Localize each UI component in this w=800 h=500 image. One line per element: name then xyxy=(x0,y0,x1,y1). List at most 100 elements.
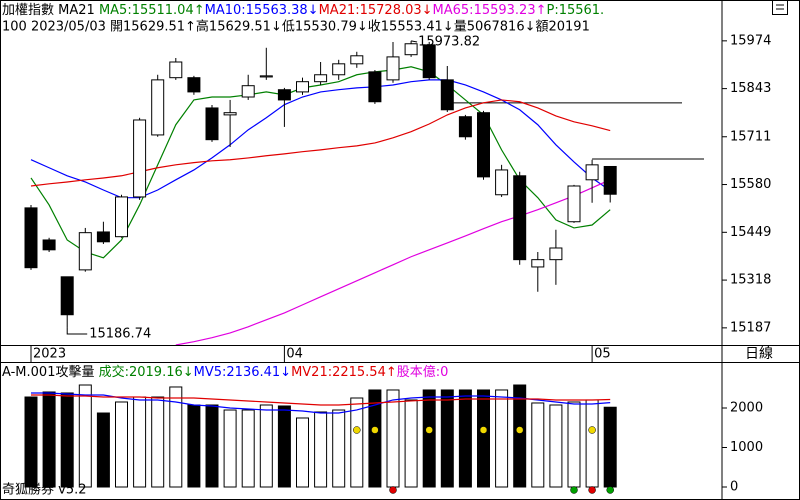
signal-dot xyxy=(371,426,379,434)
y-tick-label: 15187 xyxy=(730,320,771,335)
candle-body xyxy=(115,196,128,238)
header-segment: MA10:15563.38↓ xyxy=(205,3,319,18)
headers: 加權指數 MA21 MA5:15511.04↑MA10:15563.38↓MA2… xyxy=(2,3,604,380)
header-segment: MA21:15728.03↓ xyxy=(319,3,433,18)
candle-body xyxy=(350,55,364,65)
header-segment: MV21:2215.54↑ xyxy=(291,365,397,380)
volume-bar xyxy=(386,389,400,488)
candle-body xyxy=(567,185,581,223)
ma-line xyxy=(30,99,611,187)
candle-body xyxy=(513,175,527,261)
candle-body xyxy=(277,89,291,101)
signal-dot xyxy=(479,426,488,434)
candle-body xyxy=(151,79,165,136)
candle-body xyxy=(386,56,400,81)
x-tick-label: 05 xyxy=(594,347,611,362)
axes: 15974 15843 15711 15580 15449 15318 15187 2023 0… xyxy=(30,33,771,495)
annotation: 15186.74 xyxy=(89,327,151,342)
candle-body xyxy=(368,71,382,103)
volume-bar xyxy=(115,401,128,488)
y-tick-label: 15580 xyxy=(730,177,771,192)
volume-bar xyxy=(277,405,291,488)
candle-body xyxy=(440,79,454,111)
header-segment: MA65:15593.23↑ xyxy=(433,3,547,18)
header-segment: MA5:15511.04↑ xyxy=(99,3,205,18)
candle-body xyxy=(477,112,490,178)
volume-bar xyxy=(549,404,563,488)
volume-bar xyxy=(151,396,165,488)
volume-bar xyxy=(350,397,364,488)
candle-body xyxy=(96,231,110,243)
annotation-leader xyxy=(411,40,418,43)
y-tick-label: 15449 xyxy=(730,225,771,240)
volume-bar xyxy=(169,386,183,488)
volume-bar xyxy=(259,404,273,488)
candle-body xyxy=(531,259,545,268)
y-tick-label: 1000 xyxy=(730,440,763,455)
ma-line xyxy=(31,392,611,414)
signal-dot xyxy=(588,486,596,494)
volume-panel xyxy=(24,384,617,494)
signal-dot xyxy=(588,426,596,434)
volume-bar xyxy=(60,392,74,488)
y-tick-label: 2000 xyxy=(730,400,763,415)
candle-body xyxy=(259,75,273,78)
volume-bar xyxy=(585,399,599,488)
annotation: 15973.82 xyxy=(418,35,480,50)
header-segment: A-M.001攻擊量 xyxy=(2,364,94,380)
volume-bar xyxy=(187,404,201,488)
candle-body xyxy=(585,164,599,181)
x-tick-label: 04 xyxy=(286,347,303,362)
candle-body xyxy=(60,276,74,316)
volume-bar xyxy=(567,401,581,488)
volume-bar xyxy=(404,399,418,488)
footer: 奇狐勝券 v5.2 xyxy=(2,482,87,498)
y-tick-label: 15843 xyxy=(730,81,771,96)
volume-bar xyxy=(332,409,346,488)
volume-bar xyxy=(96,412,110,488)
candle-body xyxy=(404,43,418,56)
volume-bar xyxy=(477,389,490,488)
x-tick-label: 2023 xyxy=(33,347,66,362)
signal-dot xyxy=(425,426,433,434)
ma-line xyxy=(31,394,611,406)
candle-body xyxy=(78,232,92,271)
volume-bar xyxy=(78,384,92,488)
volume-bar xyxy=(241,409,255,488)
candle-body xyxy=(314,74,328,83)
candle-body xyxy=(169,61,183,79)
signal-dot xyxy=(515,426,524,434)
price-panel: 15973.82 15186.74 xyxy=(24,35,704,345)
volume-bar xyxy=(223,409,237,488)
candle-body xyxy=(495,169,509,196)
volume-bar xyxy=(440,389,454,488)
candle-body xyxy=(205,107,219,141)
header-segment: P:15561. xyxy=(546,3,604,18)
signal-dot xyxy=(570,486,578,494)
volume-header: A-M.001攻擊量 成交:2019.16↓MV5:2136.41↓MV21:2… xyxy=(2,364,448,380)
period-label: 日線 xyxy=(745,346,773,362)
volume-bar xyxy=(513,384,527,488)
candle-body xyxy=(187,77,201,93)
candle-body xyxy=(24,207,38,269)
volume-bar xyxy=(603,406,617,488)
y-tick-label: 15974 xyxy=(730,33,771,48)
volume-bar xyxy=(42,391,56,488)
y-tick-label: 0 xyxy=(730,480,738,495)
volume-bar xyxy=(422,389,436,488)
volume-bar xyxy=(458,389,472,488)
volume-bar xyxy=(531,402,545,488)
price-header: 加權指數 MA21 MA5:15511.04↑MA10:15563.38↓MA2… xyxy=(2,3,604,18)
volume-bar xyxy=(24,396,38,488)
candle-body xyxy=(603,165,617,195)
candle-body xyxy=(422,44,436,79)
candle-body xyxy=(296,81,309,93)
volume-bar xyxy=(368,389,382,488)
annotation-leader xyxy=(66,327,88,335)
volume-bar xyxy=(296,417,309,488)
y-tick-label: 15711 xyxy=(730,129,771,144)
signal-dot xyxy=(606,486,614,494)
header-segment: 股本億:0 xyxy=(397,364,449,380)
price-subtitle: 100 2023/05/03 開15629.51↑高15629.51↓低1553… xyxy=(2,19,590,35)
